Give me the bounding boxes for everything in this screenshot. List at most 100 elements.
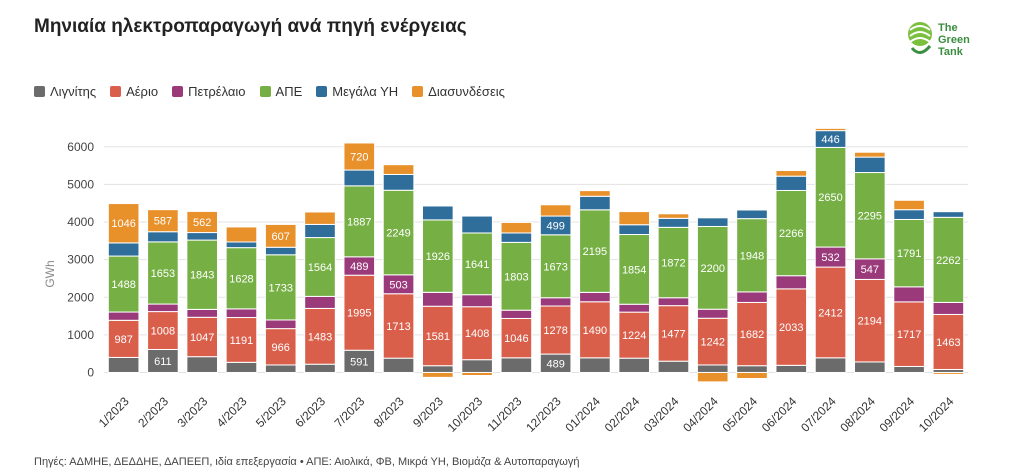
bar-segment [932, 216, 965, 303]
bar-segment [736, 209, 768, 220]
data-label: 489 [546, 358, 564, 370]
bar-segment [893, 286, 925, 303]
bar-segment [932, 301, 965, 315]
bar-segment [657, 305, 690, 362]
bar-segment [618, 211, 650, 226]
bar-segment [893, 301, 925, 367]
data-label: 1477 [661, 328, 685, 340]
bar-segment [500, 309, 533, 319]
data-label: 2194 [858, 316, 882, 328]
green-tank-logo: The Green Tank [906, 18, 996, 70]
data-label: 1490 [583, 325, 607, 337]
legend-item[interactable]: ΑΠΕ [259, 84, 303, 99]
bar-segment [539, 204, 572, 217]
legend-label: Πετρέλαιο [188, 84, 246, 99]
data-label: 503 [389, 279, 407, 291]
legend-label: ΑΠΕ [275, 84, 303, 99]
data-label: 1278 [543, 325, 567, 337]
data-label: 532 [821, 252, 839, 264]
bar-segment [696, 225, 729, 310]
data-label: 499 [546, 220, 564, 232]
data-label: 562 [193, 217, 211, 229]
data-label: 1628 [229, 273, 253, 285]
legend-item[interactable]: Λιγνίτης [34, 84, 96, 99]
bar-segment [618, 303, 650, 313]
bar-segment [657, 226, 690, 299]
bar-segment [382, 293, 415, 359]
data-label: 1408 [465, 328, 489, 340]
legend-item[interactable]: Αέριο [110, 84, 158, 99]
legend-swatch [172, 86, 184, 97]
data-label: 446 [821, 134, 839, 146]
leaf-globe-icon [908, 22, 932, 54]
bar-segment [304, 223, 336, 239]
bar-segment [579, 195, 611, 211]
bar-segment [500, 232, 533, 243]
legend-item[interactable]: Πετρέλαιο [172, 84, 246, 99]
data-label: 1191 [230, 335, 254, 347]
legend-swatch [259, 86, 271, 97]
y-tick-label: 0 [87, 365, 94, 379]
bar-segment [147, 231, 179, 243]
bar-segment [657, 217, 690, 228]
bar-segment [696, 364, 729, 373]
bar-segment [382, 189, 415, 276]
data-label: 1488 [111, 279, 135, 291]
bar-segment [147, 303, 179, 313]
data-label: 1046 [111, 218, 135, 230]
x-tick-label: 07/2024 [798, 394, 839, 435]
bar-segment [422, 205, 454, 221]
y-tick-label: 1000 [67, 328, 94, 342]
bar-segment [382, 164, 415, 175]
bar-segment [736, 218, 768, 293]
bar-segment [186, 232, 218, 241]
bar-segment [736, 291, 768, 303]
x-tick-label: 6/2023 [292, 394, 328, 430]
legend-item[interactable]: Διασυνδέσεις [412, 84, 505, 99]
bar-segment [422, 365, 454, 373]
bar-segment [304, 295, 336, 309]
x-tick-label: 5/2023 [253, 394, 289, 430]
data-label: 1872 [661, 258, 685, 270]
bar-segment [264, 223, 297, 248]
x-tick-label: 12/2023 [523, 394, 564, 435]
bar-segment [382, 357, 415, 373]
bar-segment [696, 317, 729, 366]
data-label: 1046 [504, 333, 528, 345]
bar-segment [500, 357, 533, 373]
bar-segment [893, 218, 925, 288]
bar-segment [579, 291, 611, 303]
data-label: 987 [114, 334, 132, 346]
bar-segment [657, 213, 690, 219]
y-tick-label: 5000 [67, 177, 94, 191]
bar-segment [696, 308, 729, 319]
data-label: 547 [861, 264, 879, 276]
bar-segment [775, 364, 808, 373]
bar-segment [186, 210, 218, 234]
data-label: 489 [350, 261, 368, 273]
bar-segment [147, 241, 179, 305]
x-tick-label: 09/2024 [877, 394, 918, 435]
data-label: 1854 [622, 264, 646, 276]
bar-segment [304, 237, 336, 297]
data-label: 2295 [858, 211, 882, 223]
bar-segment [775, 175, 808, 191]
data-label: 966 [272, 342, 290, 354]
bar-segment [422, 291, 454, 307]
bar-segment [147, 209, 179, 233]
bar-segment [736, 301, 768, 367]
bar-segment [539, 234, 572, 299]
bar-segment [618, 357, 650, 373]
bar-segment [422, 371, 454, 378]
source-footnote: Πηγές: ΑΔΜΗΕ, ΔΕΔΔΗΕ, ΔΑΠΕΕΠ, ιδία επεξε… [34, 456, 580, 468]
bar-segment [264, 364, 297, 373]
x-tick-label: 3/2023 [174, 394, 210, 430]
legend-item[interactable]: Μεγάλα ΥΗ [316, 84, 398, 99]
bar-segment [186, 356, 218, 373]
bar-segment [264, 319, 297, 330]
data-label: 607 [272, 231, 290, 243]
data-label: 1926 [426, 251, 450, 263]
bar-segment [264, 246, 297, 256]
x-tick-label: 08/2024 [837, 394, 878, 435]
data-label: 1581 [426, 331, 450, 343]
